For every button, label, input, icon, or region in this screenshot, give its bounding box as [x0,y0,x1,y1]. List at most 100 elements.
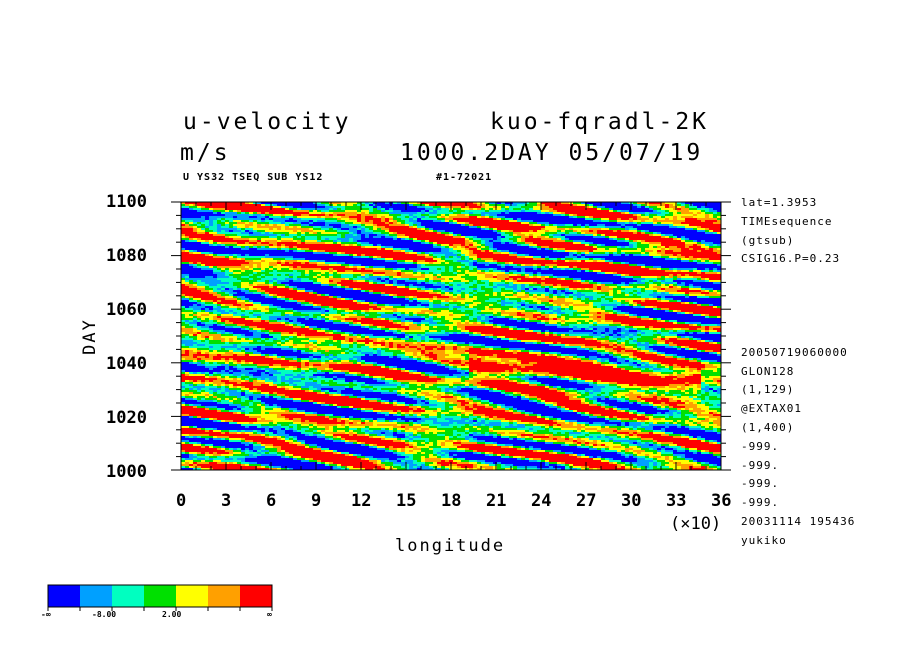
heatmap-cell [389,262,393,264]
heatmap-cell [305,256,309,258]
heatmap-cell [217,232,221,234]
heatmap-cell [541,218,545,220]
heatmap-cell [517,222,521,224]
heatmap-cell [425,262,429,264]
heatmap-cell [341,250,345,252]
side-info-tool: (gtsub) [741,234,795,247]
heatmap-cell [641,262,645,264]
heatmap-cell [517,258,521,260]
heatmap-cell [277,210,281,212]
heatmap-cell [445,258,449,260]
heatmap-cell [401,254,405,256]
heatmap-cell [533,234,537,236]
heatmap-cell [457,228,461,230]
heatmap-cell [373,226,377,228]
heatmap-cell [705,262,709,264]
heatmap-cell [513,224,517,226]
heatmap-cell [629,262,633,264]
heatmap-cell [409,262,413,264]
heatmap-cell [373,258,377,260]
heatmap-cell [265,210,269,212]
heatmap-cell [393,260,397,262]
heatmap-cell [297,248,301,250]
heatmap-cell [477,266,481,268]
heatmap-cell [329,244,333,246]
heatmap-cell [417,264,421,266]
heatmap-cell [265,212,269,214]
heatmap-cell [301,214,305,216]
heatmap-cell [701,206,705,208]
heatmap-cell [405,220,409,222]
heatmap-cell [441,218,445,220]
heatmap-cell [357,242,361,244]
heatmap-cell [341,272,345,274]
heatmap-cell [605,246,609,248]
heatmap-cell [657,248,661,250]
heatmap-cell [681,256,685,258]
heatmap-cell [313,272,317,274]
heatmap-cell [225,256,229,258]
heatmap-cell [525,248,529,250]
heatmap-cell [661,226,665,228]
heatmap-cell [241,238,245,240]
heatmap-cell [245,264,249,266]
heatmap-cell [629,212,633,214]
heatmap-cell [697,272,701,274]
heatmap-cell [385,262,389,264]
heatmap-cell [629,218,633,220]
heatmap-cell [309,256,313,258]
heatmap-cell [345,238,349,240]
heatmap-cell [649,228,653,230]
heatmap-cell [313,266,317,268]
heatmap-cell [369,254,373,256]
heatmap-cell [413,230,417,232]
heatmap-cell [209,236,213,238]
heatmap-cell [493,272,497,274]
heatmap-cell [197,202,201,204]
heatmap-cell [373,212,377,214]
heatmap-cell [609,220,613,222]
heatmap-cell [261,224,265,226]
heatmap-cell [589,202,593,204]
heatmap-cell [649,252,653,254]
heatmap-cell [305,230,309,232]
heatmap-cell [577,232,581,234]
heatmap-cell [193,222,197,224]
heatmap-cell [269,250,273,252]
heatmap-cell [701,222,705,224]
heatmap-cell [429,238,433,240]
heatmap-cell [537,246,541,248]
heatmap-cell [413,256,417,258]
heatmap-cell [525,274,529,276]
heatmap-cell [185,208,189,210]
heatmap-cell [317,256,321,258]
heatmap-cell [641,254,645,256]
x-axis-label: longitude [395,536,506,556]
heatmap-cell [565,246,569,248]
heatmap-cell [461,238,465,240]
heatmap-cell [537,220,541,222]
heatmap-cell [693,244,697,246]
heatmap-cell [405,234,409,236]
heatmap-cell [657,238,661,240]
heatmap-cell [577,270,581,272]
heatmap-cell [501,226,505,228]
heatmap-cell [217,236,221,238]
heatmap-cell [589,214,593,216]
heatmap-cell [685,258,689,260]
heatmap-cell [633,262,637,264]
heatmap-cell [201,232,205,234]
heatmap-cell [257,204,261,206]
heatmap-cell [353,218,357,220]
heatmap-cell [405,274,409,276]
heatmap-cell [637,264,641,266]
heatmap-cell [609,242,613,244]
heatmap-cell [285,236,289,238]
heatmap-cell [417,236,421,238]
heatmap-cell [393,274,397,276]
heatmap-cell [517,252,521,254]
heatmap-cell [489,212,493,214]
heatmap-cell [501,238,505,240]
heatmap-cell [297,240,301,242]
heatmap-cell [357,210,361,212]
